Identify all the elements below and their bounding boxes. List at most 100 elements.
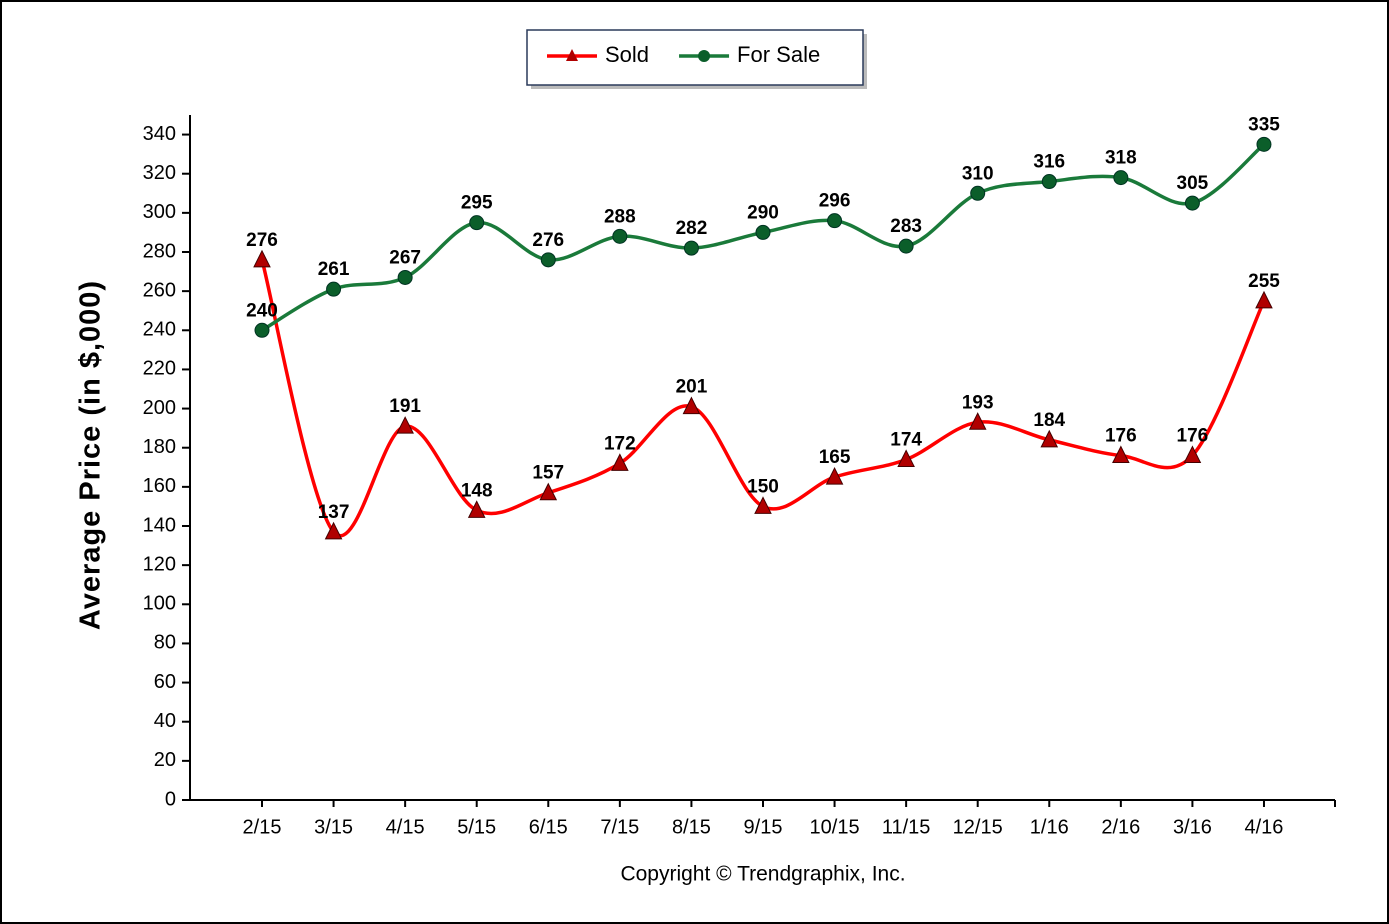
y-tick-label: 160 [143,475,176,497]
marker [1040,429,1059,448]
data-label: 172 [604,433,636,454]
data-label: 288 [604,206,636,227]
legend-marker [698,50,711,62]
data-label: 267 [389,247,421,268]
data-label: 255 [1248,271,1280,292]
data-label: 276 [246,230,278,251]
x-tick-label: 11/15 [882,816,931,838]
data-label: 201 [676,377,708,398]
marker [897,449,915,467]
data-label: 335 [1248,114,1280,135]
x-tick-label: 6/15 [529,816,568,838]
marker [970,185,986,201]
y-tick-label: 340 [143,123,176,145]
marker [1256,136,1272,152]
data-label: 176 [1177,426,1209,447]
y-tick-label: 240 [143,319,176,341]
x-tick-label: 5/15 [457,816,496,838]
y-axis-label: Average Price (in $,000) [75,280,107,630]
data-label: 310 [962,163,994,184]
marker [1255,290,1273,309]
data-label: 150 [747,476,779,497]
data-label: 305 [1177,173,1209,194]
legend: Sold For Sale [526,29,867,89]
y-tick-label: 120 [143,553,176,575]
x-tick-label: 10/15 [810,816,860,838]
legend-label: Sold [605,42,649,67]
y-tick-label: 140 [143,514,176,536]
marker [326,281,342,297]
data-label: 282 [676,218,708,239]
data-label: 261 [318,259,350,280]
x-tick-label: 12/15 [953,816,1003,838]
y-tick-label: 100 [143,593,176,615]
marker [825,466,844,485]
marker [469,215,485,231]
x-tick-label: 9/15 [744,816,783,838]
marker [539,482,558,501]
data-label: 240 [246,300,278,321]
data-label: 157 [532,463,564,484]
marker [898,238,914,254]
marker [1113,170,1129,186]
x-tick-label: 2/16 [1101,816,1140,838]
y-tick-label: 180 [143,436,176,458]
x-tick-label: 4/16 [1245,816,1284,838]
y-tick-label: 300 [143,201,176,223]
footer: Copyright © Trendgraphix, Inc. [620,863,905,886]
marker [540,252,556,268]
x-tick-label: 2/15 [243,816,282,838]
marker [755,224,771,240]
marker [611,453,629,471]
marker [683,240,699,256]
data-label: 184 [1033,410,1065,431]
x-tick-label: 8/15 [672,816,711,838]
y-tick-label: 200 [143,397,176,419]
x-tick-label: 7/15 [600,816,639,838]
marker [253,249,271,268]
y-tick-label: 320 [143,162,176,184]
data-label: 191 [389,396,421,417]
data-label: 165 [819,447,851,468]
x-tick-label: 4/15 [386,816,425,838]
marker [324,521,343,540]
marker [827,213,843,229]
data-label: 318 [1105,148,1137,169]
data-label: 295 [461,193,493,214]
marker [1184,195,1200,211]
legend-marker [566,49,578,61]
marker [1041,174,1057,190]
data-label: 276 [532,230,564,251]
y-tick-label: 260 [143,279,176,301]
marker [1183,445,1202,464]
marker [682,396,701,415]
y-tick-label: 20 [154,749,176,771]
data-label: 283 [890,216,922,237]
marker [968,412,987,430]
series-line [260,259,1266,538]
marker [754,496,772,514]
x-tick-label: 3/16 [1173,816,1212,838]
marker [1112,445,1130,464]
data-label: 290 [747,202,779,223]
marker [254,322,270,338]
marker [397,269,413,285]
marker [396,416,414,434]
y-tick-label: 0 [165,788,176,810]
marker [612,228,628,244]
marker [467,500,486,518]
y-tick-label: 280 [143,240,176,262]
data-label: 176 [1105,426,1137,447]
y-tick-label: 220 [143,358,176,380]
x-tick-label: 1/16 [1030,816,1069,838]
data-label: 296 [819,191,851,212]
data-label: 148 [461,480,493,501]
data-label: 174 [890,429,922,450]
data-label: 193 [962,392,994,413]
data-label: 137 [318,502,350,523]
y-tick-label: 60 [154,671,176,693]
y-tick-label: 40 [154,710,176,732]
